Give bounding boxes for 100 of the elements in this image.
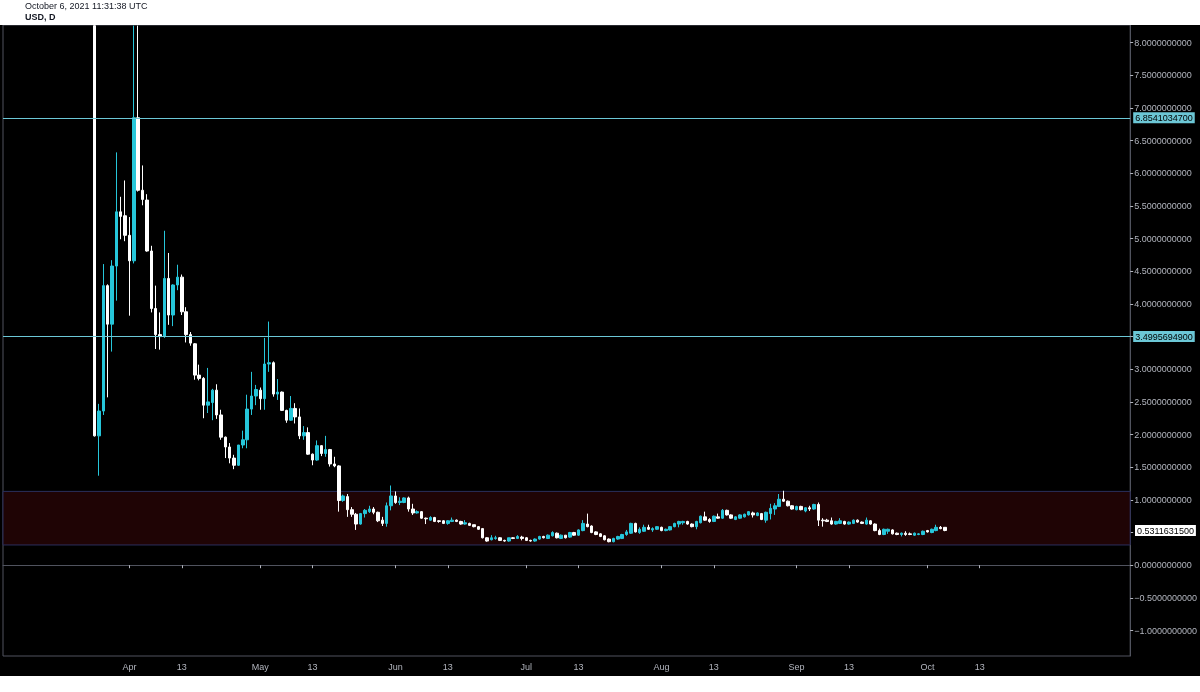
candlestick [660,526,663,532]
x-tick-label: Aug [653,661,670,672]
candlestick [320,444,323,457]
y-tick-label: 7.0000000000 [1134,102,1192,113]
y-tick-label: 5.0000000000 [1134,233,1192,244]
x-tick-label: 13 [307,661,318,672]
candlestick [616,535,620,541]
candlestick [167,252,170,326]
candlestick [873,522,877,532]
x-tick-label: 13 [974,661,985,672]
candlestick [865,517,868,526]
candlestick [843,520,846,526]
y-tick-label: 2.0000000000 [1134,429,1192,440]
candlestick [516,534,519,540]
candlestick [490,534,493,541]
y-tick-label: 1.5000000000 [1134,462,1192,473]
candlestick [472,524,476,528]
candlestick [546,534,550,540]
y-tick-label: −1.0000000000 [1134,625,1198,636]
candlestick [703,511,707,522]
candlestick [677,520,681,528]
candlestick [463,519,467,526]
y-tick-label: 1.0000000000 [1134,494,1192,505]
candlestick [520,535,524,541]
x-tick-label: 13 [708,661,719,672]
candlestick [634,522,637,534]
candlestick [415,509,419,515]
candlestick [834,520,838,526]
candlestick [450,517,454,523]
candlestick [695,520,698,530]
candlestick [259,387,262,411]
x-tick-label: 13 [573,661,584,672]
candlestick [315,439,319,462]
candlestick [564,534,567,539]
text: 0.5311631500 [1137,525,1194,536]
candlestick [437,519,441,524]
candlestick [908,532,912,536]
candlestick [900,532,903,537]
y-tick-label: 8.0000000000 [1134,37,1192,48]
ref-line-label: 3.4995694900 [1135,331,1193,342]
y-tick-label: 3.0000000000 [1134,364,1192,375]
candlestick [572,531,576,537]
candlestick [647,524,650,531]
candlestick [934,524,938,532]
candlestick [446,519,450,526]
y-tick-label: 2.5000000000 [1134,396,1192,407]
candlestick [507,537,511,543]
x-tick-label: 13 [176,661,187,672]
candlestick [760,512,763,521]
candlestick [712,515,716,523]
candlestick [886,528,890,535]
candlestick [289,395,293,422]
chart-title: October 6, 2021 11:31:38 UTC [25,1,148,12]
y-tick-label: 6.5000000000 [1134,135,1192,146]
candlestick [729,513,733,520]
candlestick [568,531,572,539]
x-tick-label: Sep [788,661,805,672]
candlestick [276,378,279,401]
candlestick [804,506,807,513]
chart-subtitle: USD, D [25,12,56,23]
candlestick [716,513,720,520]
x-tick-label: Jun [388,661,403,672]
candlestick [376,511,380,523]
candlestick [559,534,563,540]
candlestick [847,520,851,526]
candlestick [498,536,502,542]
candlestick [429,515,432,522]
candlestick [555,532,559,539]
candlestick [756,511,759,517]
candlestick [860,520,864,525]
candlestick [668,525,672,532]
candlestick [642,524,646,533]
candlestick [529,539,532,543]
candlestick [838,517,842,525]
candlestick [913,532,916,537]
candlestick [93,25,96,438]
candlestick [132,25,136,264]
candlestick [394,490,397,505]
x-tick-label: Oct [920,661,935,672]
y-tick-label: 4.5000000000 [1134,266,1192,277]
candlestick [725,509,729,517]
candlestick [620,533,624,540]
candlestick [808,505,811,512]
candlestick [655,525,659,531]
y-tick-label: −0.5000000000 [1134,592,1198,603]
candlestick [581,519,585,532]
candlestick [943,526,947,532]
candlestick [738,513,742,520]
candlestick [324,435,327,458]
x-tick-label: 13 [843,661,854,672]
candlestick [690,522,694,528]
candlestick [272,360,275,398]
y-tick-label: 0.0000000000 [1134,560,1192,571]
candlestick [795,505,798,511]
candlestick [790,504,794,511]
x-tick-label: May [251,661,270,672]
y-tick-label: 6.0000000000 [1134,168,1192,179]
ref-line-label: 6.8541034700 [1135,112,1193,123]
x-tick-label: Jul [520,661,533,672]
candlestick [825,518,829,523]
